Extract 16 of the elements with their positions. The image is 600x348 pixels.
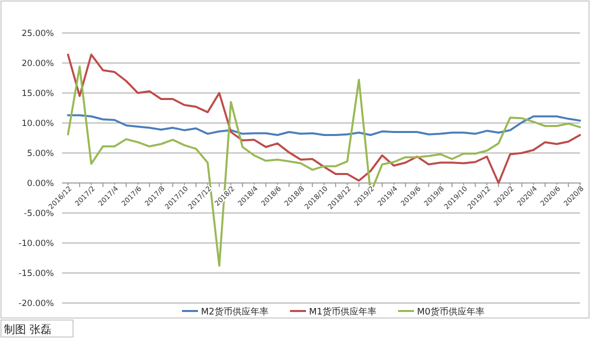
y-tick-label: 10.00% bbox=[22, 119, 54, 129]
y-tick-label: 20.00% bbox=[22, 59, 54, 69]
legend-label: M2货币供应年率 bbox=[201, 306, 268, 318]
y-tick-label: 5.00% bbox=[26, 149, 54, 159]
y-tick-label: 0.00% bbox=[26, 179, 54, 189]
line-series bbox=[67, 114, 581, 136]
y-tick-label: -5.00% bbox=[24, 209, 54, 219]
text: 制图 张磊 bbox=[4, 323, 52, 336]
y-tick-label: -20.00% bbox=[18, 299, 54, 309]
legend-label: M0货币供应年率 bbox=[417, 306, 484, 318]
y-tick-label: -10.00% bbox=[18, 239, 54, 249]
legend-label: M1货币供应年率 bbox=[309, 306, 376, 318]
y-tick-label: 25.00% bbox=[22, 29, 54, 39]
y-tick-label: 15.00% bbox=[22, 89, 54, 99]
y-tick-label: -15.00% bbox=[18, 269, 54, 279]
line-series bbox=[67, 54, 581, 184]
